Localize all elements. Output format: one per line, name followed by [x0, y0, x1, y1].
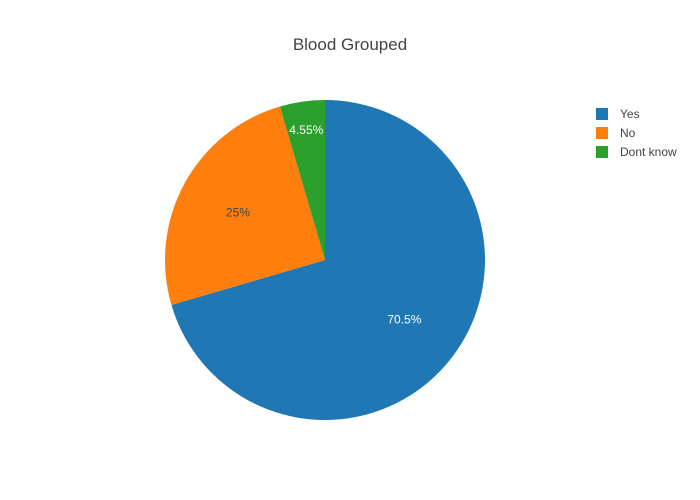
slice-label-no: 25%: [226, 205, 250, 219]
legend-label: Yes: [620, 107, 640, 121]
pie-slice-labels: 70.5% 25% 4.55%: [226, 123, 422, 326]
pie-slice-yes[interactable]: [171, 100, 485, 420]
pie-slice-dont-know[interactable]: [279, 100, 325, 260]
legend-swatch: [596, 127, 608, 139]
pie-slice-no[interactable]: [165, 106, 325, 305]
legend-label: Dont know: [620, 145, 677, 159]
slice-label-yes: 70.5%: [387, 312, 421, 326]
chart-title: Blood Grouped: [293, 35, 407, 54]
legend-swatch: [596, 146, 608, 158]
legend-swatch: [596, 108, 608, 120]
legend-item-yes[interactable]: Yes: [596, 107, 640, 121]
pie-slices: [165, 100, 485, 420]
legend-label: No: [620, 126, 636, 140]
legend: Yes No Dont know: [596, 107, 677, 159]
legend-item-no[interactable]: No: [596, 126, 636, 140]
slice-label-dont-know: 4.55%: [289, 123, 323, 137]
legend-item-dont-know[interactable]: Dont know: [596, 145, 677, 159]
